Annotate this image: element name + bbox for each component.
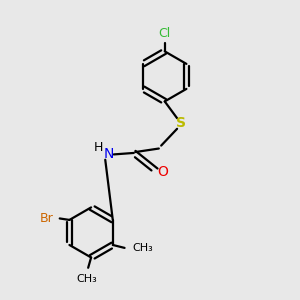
Text: Cl: Cl (159, 27, 171, 40)
Text: Br: Br (40, 212, 53, 225)
Text: H: H (94, 141, 103, 154)
Text: S: S (176, 116, 186, 130)
Text: CH₃: CH₃ (76, 274, 97, 284)
Text: O: O (157, 165, 168, 179)
Text: CH₃: CH₃ (132, 243, 153, 253)
Text: N: N (103, 147, 114, 161)
